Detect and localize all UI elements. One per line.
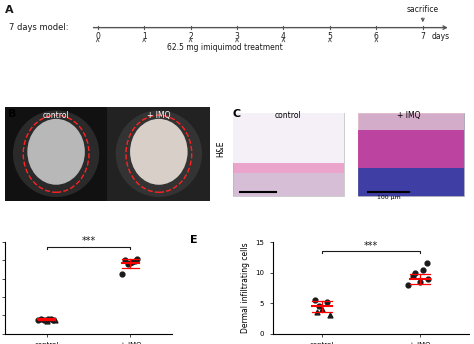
Ellipse shape [116,110,202,197]
Point [411,270,419,275]
Bar [358,113,465,130]
Bar [108,107,210,201]
Point [50,317,57,323]
Text: E: E [190,235,198,245]
Bar [358,168,465,196]
Point [423,261,431,266]
Point [47,316,55,322]
Text: + IMQ: + IMQ [147,111,171,120]
Point [323,299,330,305]
Point [315,303,322,309]
Point [404,282,412,288]
Point [416,279,424,284]
Point [326,313,333,318]
Text: 1: 1 [142,32,146,41]
Bar [358,113,465,196]
Bar [233,173,344,196]
Bar [358,130,465,168]
Text: 6: 6 [374,32,379,41]
Text: + IMQ: + IMQ [397,111,421,120]
Y-axis label: Dermal infiltrating cells: Dermal infiltrating cells [241,243,250,333]
Point [40,318,48,323]
Bar [233,163,344,173]
Point [419,267,427,272]
Text: control: control [43,111,70,120]
Text: 7 days model:: 7 days model: [9,23,69,32]
Text: days: days [432,32,450,41]
Bar [5,107,108,201]
Text: H&E: H&E [216,141,225,157]
Point [318,307,326,312]
Ellipse shape [27,119,85,185]
Point [313,310,320,315]
Text: ***: *** [82,236,96,246]
Text: 7: 7 [420,32,425,41]
Text: 3: 3 [235,32,239,41]
Text: sacrifice: sacrifice [407,6,439,14]
Point [35,317,42,322]
Text: 62.5 mg imiquimod treatment: 62.5 mg imiquimod treatment [167,43,283,52]
Bar [233,113,344,163]
Text: 100 μm: 100 μm [376,195,401,200]
Point [133,256,141,261]
Point [127,260,134,266]
Point [51,317,59,323]
Point [124,261,132,267]
Point [118,271,126,277]
Ellipse shape [13,110,99,197]
Text: 5: 5 [328,32,332,41]
Point [128,259,136,265]
Point [410,273,417,278]
Point [121,258,128,263]
Text: B: B [8,109,16,119]
Text: C: C [233,109,241,119]
Point [424,276,432,281]
Text: A: A [5,6,13,15]
Text: 2: 2 [188,32,193,41]
Text: 0: 0 [95,32,100,41]
Point [311,297,319,303]
Point [43,318,50,324]
Text: 4: 4 [281,32,286,41]
Ellipse shape [130,119,188,185]
Point [131,259,138,264]
Bar [233,113,344,196]
Point [37,316,45,322]
Text: control: control [275,111,302,120]
Text: ***: *** [364,241,378,251]
Point [45,316,52,321]
